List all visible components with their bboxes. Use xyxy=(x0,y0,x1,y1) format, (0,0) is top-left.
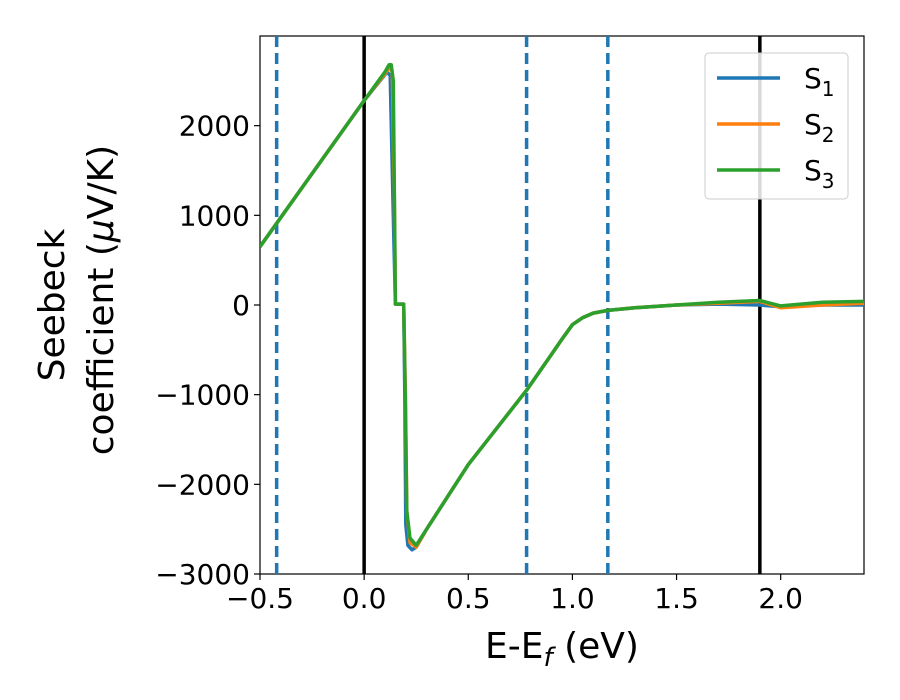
y-tick-label: 1000 xyxy=(179,199,250,232)
y-tick-label: −2000 xyxy=(155,468,250,501)
x-tick-label: 1.0 xyxy=(550,582,595,615)
x-tick-label: 1.5 xyxy=(654,582,699,615)
x-axis-label-unit: (eV) xyxy=(553,626,639,667)
y-axis-label-text: coefficient ( xyxy=(81,242,122,455)
y-tick-label: −1000 xyxy=(155,379,250,412)
x-axis-label: E-Ef (eV) xyxy=(485,626,639,673)
y-tick-label: 2000 xyxy=(179,110,250,143)
y-axis-label-line2: coefficient (μV/K) xyxy=(81,145,122,455)
x-tick-label: −0.5 xyxy=(226,582,294,615)
y-axis-label-line1: Seebeck xyxy=(32,228,73,381)
y-axis-label-mu: μ xyxy=(81,219,122,243)
x-tick-label: 2.0 xyxy=(758,582,803,615)
y-axis-label-unit: V/K) xyxy=(81,145,122,219)
y-tick-label: −3000 xyxy=(155,558,250,591)
x-axis-label-main: E-E xyxy=(485,626,543,667)
x-tick-label: 0.0 xyxy=(342,582,387,615)
legend-box xyxy=(704,52,849,200)
legend-label-s3: S3 xyxy=(804,154,835,193)
legend: S1 S2 S3 xyxy=(704,52,849,200)
y-tick-label: 0 xyxy=(232,289,250,322)
legend-label-s1: S1 xyxy=(804,62,835,101)
legend-label-s2: S2 xyxy=(804,108,835,147)
x-tick-label: 0.5 xyxy=(446,582,491,615)
series-line-s3 xyxy=(260,62,864,548)
